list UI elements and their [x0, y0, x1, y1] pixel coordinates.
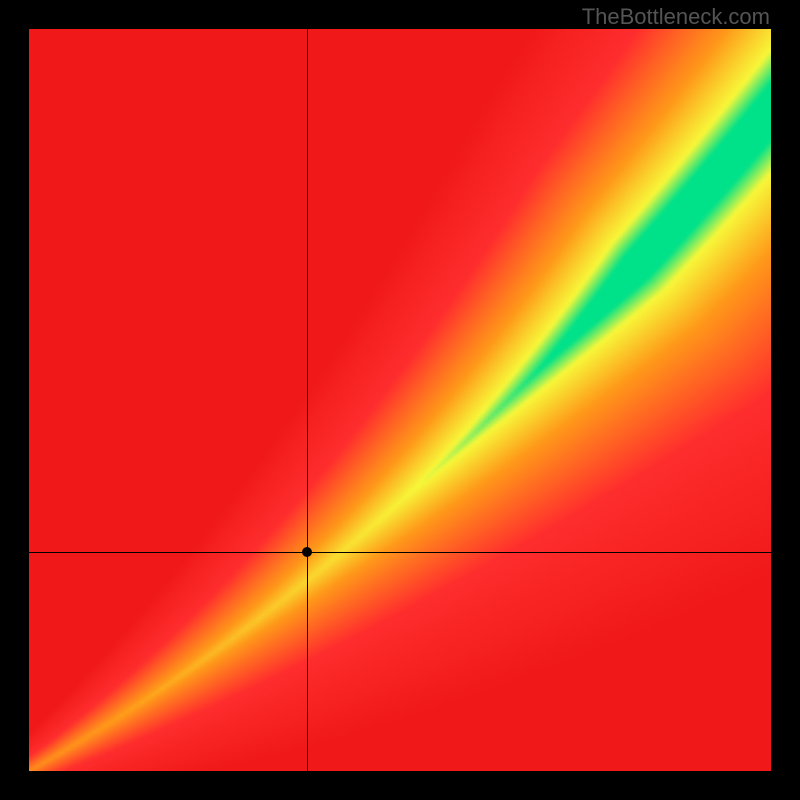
watermark-text: TheBottleneck.com: [582, 4, 770, 30]
crosshair-horizontal: [29, 552, 771, 553]
crosshair-vertical: [307, 29, 308, 771]
bottleneck-heatmap: [29, 29, 771, 771]
crosshair-marker: [302, 547, 312, 557]
